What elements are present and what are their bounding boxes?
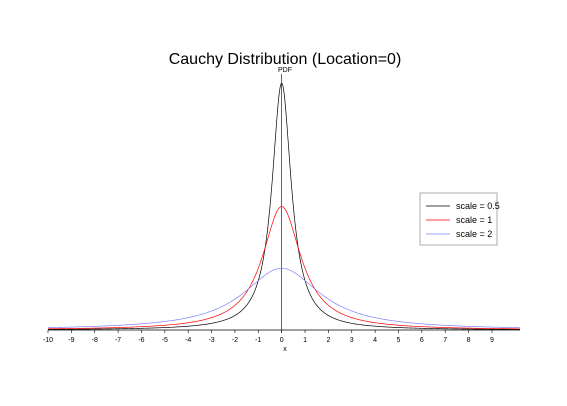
x-tick-label: -8 — [92, 337, 98, 344]
x-tick-label: -7 — [115, 337, 121, 344]
chart-title: Cauchy Distribution (Location=0) — [169, 51, 402, 68]
x-tick-label: -5 — [162, 337, 168, 344]
x-tick-label: 9 — [490, 337, 494, 344]
x-tick-label: 2 — [326, 337, 330, 344]
legend-label-3: scale = 2 — [456, 229, 492, 239]
x-tick-label: 5 — [397, 337, 401, 344]
x-tick-label: 0 — [280, 337, 284, 344]
x-tick-label: -9 — [68, 337, 74, 344]
x-tick-label: -3 — [208, 337, 214, 344]
legend-label-2: scale = 1 — [456, 215, 492, 225]
x-tick-label: -6 — [138, 337, 144, 344]
x-tick-label: -1 — [255, 337, 261, 344]
x-tick-label: -2 — [232, 337, 238, 344]
x-tick-label: -4 — [185, 337, 191, 344]
x-tick-label: 1 — [303, 337, 307, 344]
x-tick-label: 8 — [467, 337, 471, 344]
x-axis-label: x — [283, 346, 287, 353]
x-tick-label: 4 — [373, 337, 377, 344]
x-tick-label: 3 — [350, 337, 354, 344]
y-axis-label: PDF — [278, 67, 292, 74]
x-tick-label: 6 — [420, 337, 424, 344]
series-line-3 — [48, 268, 520, 327]
x-tick-label: 7 — [443, 337, 447, 344]
legend-label-1: scale = 0.5 — [456, 201, 500, 211]
legend: scale = 0.5 scale = 1 scale = 2 — [420, 193, 500, 245]
x-tick-label: -10 — [43, 337, 53, 344]
x-ticks: -10 -9 -8 -7 -6 -5 -4 -3 -2 -1 0 1 2 3 4 5 6 7 8 9 — [43, 330, 494, 344]
